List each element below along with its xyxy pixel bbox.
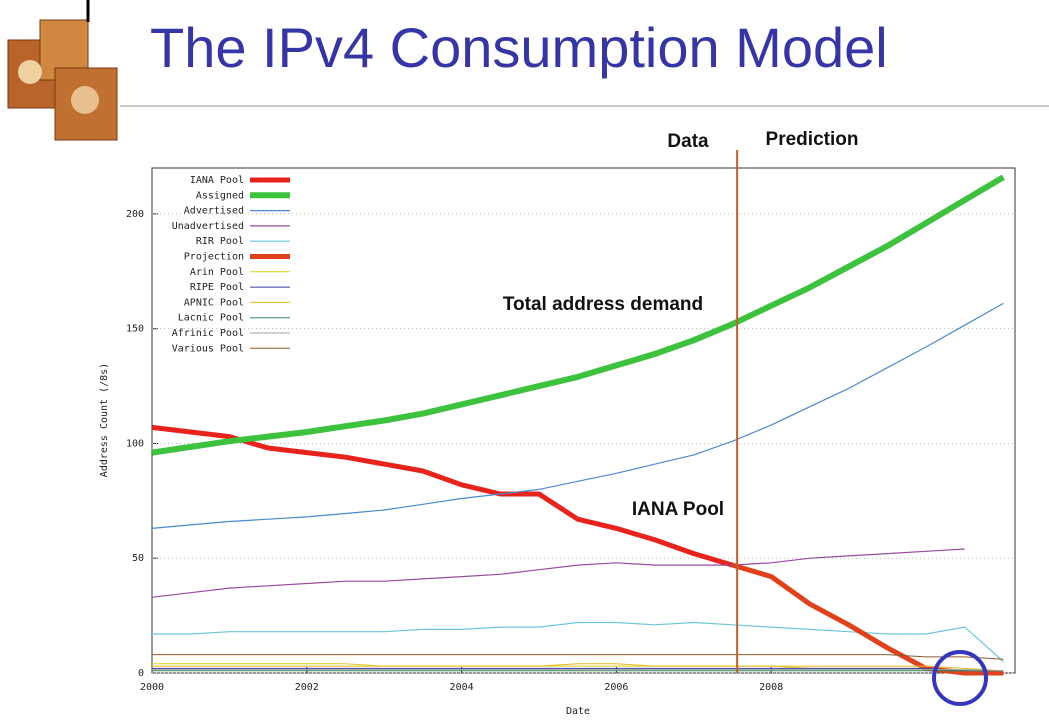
legend-label: Advertised (184, 206, 244, 217)
legend-label: Various Pool (172, 343, 244, 354)
legend-label: APNIC Pool (184, 297, 244, 308)
legend-label: Lacnic Pool (178, 313, 244, 324)
y-tick-label: 150 (126, 324, 144, 335)
annotation: Prediction (766, 129, 859, 150)
series-line (152, 427, 733, 565)
slide: The IPv4 Consumption Model Data Predicti… (0, 0, 1049, 720)
y-axis-label: Address Count (/8s) (99, 363, 110, 477)
legend-label: Assigned (196, 190, 244, 201)
x-tick-label: 2000 (140, 682, 164, 693)
slide-title: The IPv4 Consumption Model (150, 16, 888, 79)
annotation: Data (667, 131, 709, 152)
legend-label: RIR Pool (196, 236, 244, 247)
x-tick-label: 2002 (295, 682, 319, 693)
x-tick-label: 2004 (450, 682, 474, 693)
series-line (152, 655, 1003, 660)
x-tick-label: 2006 (604, 682, 628, 693)
legend-label: Unadvertised (172, 221, 244, 232)
y-tick-label: 200 (126, 209, 144, 220)
x-tick-label: 2008 (759, 682, 783, 693)
y-tick-label: 50 (132, 553, 144, 564)
logo (8, 0, 117, 140)
y-tick-label: 100 (126, 438, 144, 449)
legend-label: IANA Pool (190, 175, 244, 186)
legend: IANA Pool Assigned Advertised Unadvertised R… (172, 175, 290, 354)
annotation: IANA Pool (632, 499, 724, 520)
highlight-circle (934, 652, 986, 704)
legend-label: Afrinic Pool (172, 328, 244, 339)
series-line (152, 303, 1003, 528)
annotation: Total address demand (503, 294, 703, 315)
chart: The IPv4 Consumption Model Data Predicti… (0, 0, 1049, 720)
series-line (152, 549, 965, 597)
legend-label: Projection (184, 252, 244, 263)
legend-label: Arin Pool (190, 267, 244, 278)
legend-label: RIPE Pool (190, 282, 244, 293)
y-tick-label: 0 (138, 668, 144, 679)
x-axis-label: Date (566, 706, 590, 717)
